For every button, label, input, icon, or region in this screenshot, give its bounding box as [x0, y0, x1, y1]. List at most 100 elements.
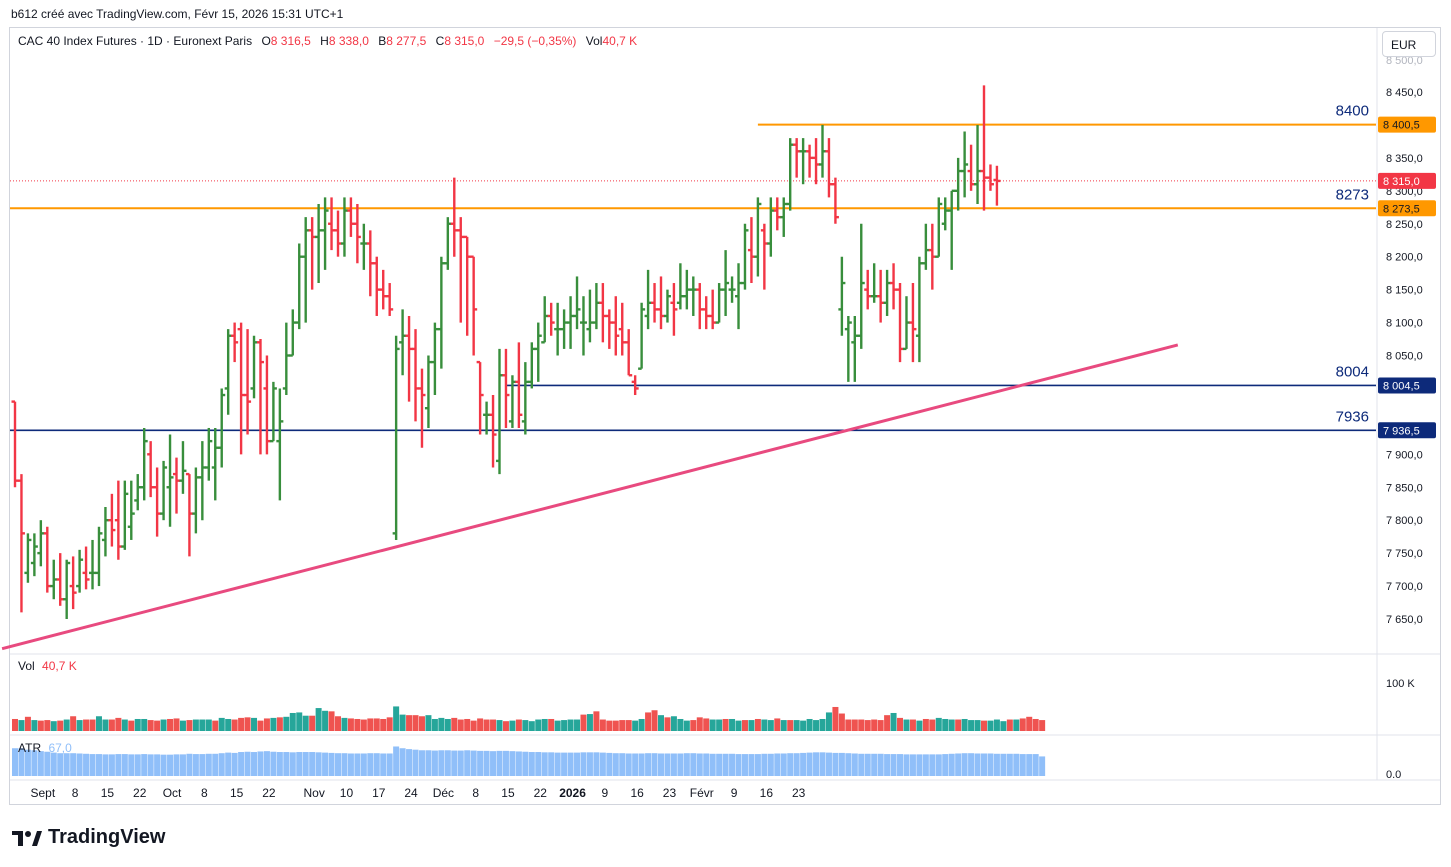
ohlc-bar: [974, 124, 982, 204]
close-value: 8 315,0: [444, 34, 485, 48]
price-axis-tick: 8 500,0: [1386, 55, 1423, 67]
atr-bar: [574, 752, 581, 776]
volume-bar: [929, 719, 936, 731]
volume-bar: [871, 719, 878, 731]
ohlc-bar: [192, 467, 200, 534]
volume-bar: [548, 718, 555, 731]
volume-bar: [12, 718, 18, 731]
ohlc-bar: [605, 309, 613, 349]
atr-bar: [1032, 754, 1039, 776]
price-axis-badge-text-8004: 8 004,5: [1383, 380, 1420, 392]
volume-bar: [961, 718, 968, 731]
last-price-badge-text: 8 315,0: [1383, 176, 1420, 188]
level-label-8273: 8273: [1336, 186, 1369, 203]
volume-bar: [367, 718, 374, 731]
ohlc-bar: [173, 457, 180, 514]
volume-bar: [722, 718, 729, 731]
ohlc-bar: [431, 322, 439, 396]
atr-bar: [186, 753, 193, 776]
atr-bar: [238, 752, 245, 776]
volume-bar: [909, 719, 916, 731]
volume-bar: [677, 718, 684, 731]
ohlc-bar: [140, 427, 148, 501]
atr-bar: [102, 754, 109, 776]
atr-bar: [347, 753, 354, 776]
volume-bar: [418, 716, 425, 731]
ohlc-bar: [760, 223, 768, 290]
volume-axis-label: 100 K: [1386, 678, 1415, 690]
time-axis-tick: 15: [230, 786, 244, 800]
symbol-name[interactable]: CAC 40 Index Futures · 1D · Euronext Par…: [18, 34, 253, 48]
time-axis-tick: 22: [534, 786, 548, 800]
currency-button[interactable]: EUR: [1382, 31, 1436, 57]
atr-bar: [70, 753, 77, 776]
ohlc-bar: [250, 335, 258, 399]
atr-bar: [218, 753, 225, 776]
ohlc-bar: [166, 434, 174, 527]
volume-pane-legend: Vol 40,7 K: [18, 659, 77, 673]
volume-bar: [806, 718, 813, 731]
volume-bar: [18, 720, 25, 731]
ohlc-bar: [108, 493, 116, 547]
volume-bar: [451, 717, 458, 731]
ohlc-bar: [56, 553, 64, 606]
tradingview-logo[interactable]: TradingView: [12, 826, 165, 849]
ohlc-bar: [747, 217, 755, 284]
volume-bar: [741, 720, 748, 731]
ohlc-bar: [269, 381, 277, 443]
ohlc-bar: [806, 144, 814, 178]
atr-bar: [167, 754, 174, 776]
atr-bar: [651, 753, 658, 776]
atr-bar: [993, 753, 1000, 776]
atr-bar: [761, 753, 768, 776]
atr-pane-legend: ATR 67,0: [18, 741, 72, 755]
atr-bar: [645, 753, 652, 776]
volume-bar: [108, 719, 115, 731]
time-axis-tick: Déc: [433, 786, 454, 800]
volume-bar: [257, 720, 264, 731]
volume-bar: [858, 719, 865, 731]
volume-bar: [464, 718, 471, 731]
volume-bar: [645, 712, 652, 731]
volume-bar: [619, 720, 626, 731]
ohlc-bar: [670, 283, 678, 336]
atr-bar: [270, 751, 277, 776]
ohlc-bar: [412, 329, 420, 422]
ohlc-bar: [696, 283, 704, 330]
volume-bar: [373, 718, 380, 731]
atr-bar: [528, 752, 535, 776]
atr-bar: [599, 752, 606, 776]
volume-bar: [160, 719, 167, 731]
ohlc-bar: [831, 177, 839, 224]
atr-bar: [425, 750, 432, 776]
low-value: 8 277,5: [386, 34, 427, 48]
ohlc-bar: [754, 197, 762, 277]
open-value: 8 316,5: [270, 34, 311, 48]
atr-bar: [767, 753, 774, 776]
atr-bar: [690, 753, 697, 776]
atr-bar: [541, 752, 548, 776]
volume-bar: [238, 717, 245, 731]
volume-bar: [70, 716, 77, 731]
volume-bar: [968, 720, 975, 731]
volume-bar: [586, 714, 593, 731]
atr-bar: [1013, 753, 1020, 776]
volume-pane-label: Vol: [18, 659, 35, 673]
atr-bar: [677, 753, 684, 776]
volume-bar: [935, 717, 942, 731]
volume-bar: [322, 710, 329, 731]
ohlc-bar: [24, 533, 32, 583]
time-axis-tick: 15: [101, 786, 115, 800]
ohlc-bar: [890, 263, 898, 310]
atr-bar: [903, 754, 910, 776]
ohlc-bar: [237, 322, 245, 455]
volume-bar: [192, 719, 199, 731]
volume-bar: [703, 718, 710, 731]
atr-bar: [586, 752, 593, 776]
ohlc-bar: [444, 217, 452, 270]
atr-bar: [418, 750, 425, 776]
atr-bar: [864, 753, 871, 776]
volume-bar: [315, 708, 322, 731]
atr-bar: [451, 750, 458, 776]
